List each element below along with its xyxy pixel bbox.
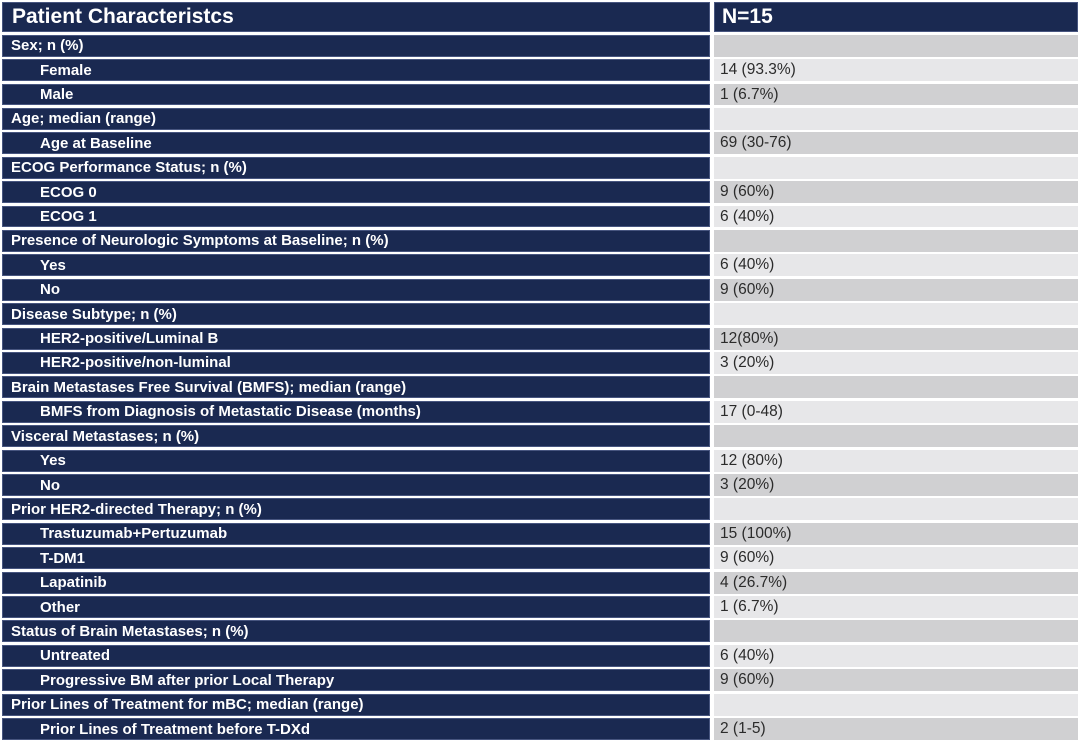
table-row: BMFS from Diagnosis of Metastatic Diseas… (2, 400, 1078, 423)
table-row: Trastuzumab+Pertuzumab 15 (100%) (2, 522, 1078, 545)
table-row: Untreated 6 (40%) (2, 644, 1078, 667)
row-value: 2 (1-5) (714, 718, 1078, 741)
row-value: 9 (60%) (714, 669, 1078, 692)
row-label: Female (2, 59, 710, 82)
row-label: ECOG Performance Status; n (%) (2, 156, 710, 179)
table-row: Yes 12 (80%) (2, 449, 1078, 472)
row-value (714, 620, 1078, 643)
row-label: Visceral Metastases; n (%) (2, 425, 710, 448)
row-label: Prior HER2-directed Therapy; n (%) (2, 498, 710, 521)
section-header-row: Disease Subtype; n (%) (2, 303, 1078, 326)
row-label: Brain Metastases Free Survival (BMFS); m… (2, 376, 710, 399)
table-row: Yes 6 (40%) (2, 254, 1078, 277)
n-column-header: N=15 (714, 2, 1078, 33)
row-label: Other (2, 596, 710, 618)
row-label: Male (2, 83, 710, 106)
row-label: Trastuzumab+Pertuzumab (2, 522, 710, 545)
row-label: Disease Subtype; n (%) (2, 303, 710, 326)
table-title: Patient Characteristcs (2, 2, 710, 33)
row-label: No (2, 474, 710, 496)
table-row: Age at Baseline 69 (30-76) (2, 132, 1078, 155)
table-row: No 9 (60%) (2, 278, 1078, 301)
section-header-row: Presence of Neurologic Symptoms at Basel… (2, 229, 1078, 252)
row-label: Untreated (2, 644, 710, 667)
row-value (714, 693, 1078, 716)
row-label: HER2-positive/non-luminal (2, 352, 710, 374)
section-header-row: Status of Brain Metastases; n (%) (2, 620, 1078, 643)
row-label: Age at Baseline (2, 132, 710, 155)
row-label: Sex; n (%) (2, 34, 710, 57)
row-value: 4 (26.7%) (714, 571, 1078, 594)
row-value: 6 (40%) (714, 254, 1078, 277)
section-header-row: Visceral Metastases; n (%) (2, 425, 1078, 448)
row-value: 17 (0-48) (714, 400, 1078, 423)
section-header-row: Prior HER2-directed Therapy; n (%) (2, 498, 1078, 521)
row-value: 14 (93.3%) (714, 59, 1078, 82)
row-label: ECOG 0 (2, 181, 710, 204)
row-value (714, 156, 1078, 179)
row-label: Lapatinib (2, 571, 710, 594)
row-value: 12(80%) (714, 327, 1078, 350)
row-label: Yes (2, 449, 710, 472)
row-value (714, 107, 1078, 130)
row-value: 1 (6.7%) (714, 83, 1078, 106)
table-row: HER2-positive/non-luminal 3 (20%) (2, 352, 1078, 374)
row-value (714, 229, 1078, 252)
row-label: Prior Lines of Treatment before T-DXd (2, 718, 710, 741)
section-header-row: Sex; n (%) (2, 34, 1078, 57)
row-value (714, 303, 1078, 326)
table-row: Prior Lines of Treatment before T-DXd 2 (… (2, 718, 1078, 741)
table-row: T-DM1 9 (60%) (2, 547, 1078, 570)
table-row: Other 1 (6.7%) (2, 596, 1078, 618)
row-label: Status of Brain Metastases; n (%) (2, 620, 710, 643)
table-header-row: Patient Characteristcs N=15 (2, 2, 1078, 33)
row-value (714, 498, 1078, 521)
row-value: 9 (60%) (714, 181, 1078, 204)
table-row: Progressive BM after prior Local Therapy… (2, 669, 1078, 692)
row-label: HER2-positive/Luminal B (2, 327, 710, 350)
row-value (714, 425, 1078, 448)
section-header-row: Age; median (range) (2, 107, 1078, 130)
row-value: 9 (60%) (714, 547, 1078, 570)
row-value: 3 (20%) (714, 474, 1078, 496)
section-header-row: Brain Metastases Free Survival (BMFS); m… (2, 376, 1078, 399)
row-value: 9 (60%) (714, 278, 1078, 301)
row-label: Progressive BM after prior Local Therapy (2, 669, 710, 692)
row-value: 69 (30-76) (714, 132, 1078, 155)
row-label: T-DM1 (2, 547, 710, 570)
table-row: Lapatinib 4 (26.7%) (2, 571, 1078, 594)
row-value: 6 (40%) (714, 644, 1078, 667)
row-value: 1 (6.7%) (714, 596, 1078, 618)
row-value: 3 (20%) (714, 352, 1078, 374)
row-label: No (2, 278, 710, 301)
row-value (714, 376, 1078, 399)
table-row: Male 1 (6.7%) (2, 83, 1078, 106)
row-label: ECOG 1 (2, 205, 710, 228)
section-header-row: ECOG Performance Status; n (%) (2, 156, 1078, 179)
row-value: 6 (40%) (714, 205, 1078, 228)
table-row: Female 14 (93.3%) (2, 59, 1078, 82)
row-value: 15 (100%) (714, 522, 1078, 545)
table-row: HER2-positive/Luminal B 12(80%) (2, 327, 1078, 350)
table-row: No 3 (20%) (2, 474, 1078, 496)
row-label: Presence of Neurologic Symptoms at Basel… (2, 229, 710, 252)
row-value: 12 (80%) (714, 449, 1078, 472)
row-label: Yes (2, 254, 710, 277)
row-value (714, 34, 1078, 57)
row-label: Age; median (range) (2, 107, 710, 130)
row-label: BMFS from Diagnosis of Metastatic Diseas… (2, 400, 710, 423)
section-header-row: Prior Lines of Treatment for mBC; median… (2, 693, 1078, 716)
row-label: Prior Lines of Treatment for mBC; median… (2, 693, 710, 716)
